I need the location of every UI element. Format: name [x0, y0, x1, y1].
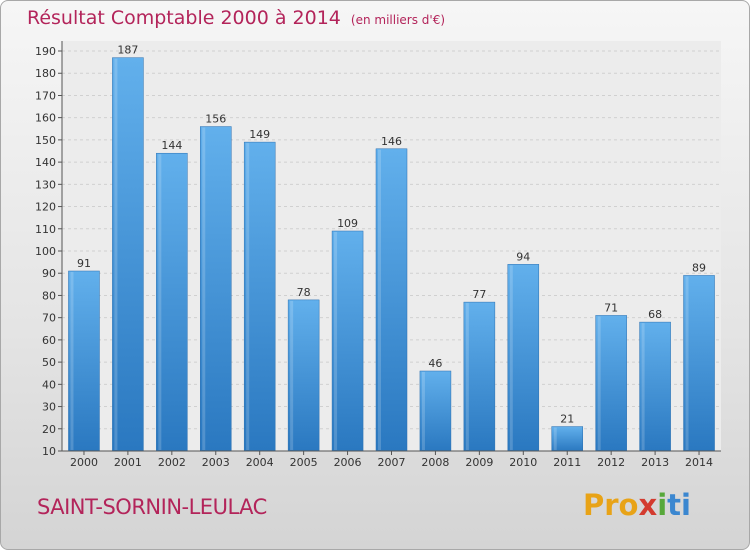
bar-2002: [156, 152, 188, 452]
data-label-2012: 71: [604, 301, 618, 314]
bar-2008: [419, 370, 452, 452]
y-tick-label: 50: [42, 356, 56, 369]
bar-highlight: [509, 265, 513, 450]
bar-highlight: [114, 58, 118, 451]
logo-part: ti: [667, 488, 691, 522]
data-label-2004: 149: [249, 128, 270, 141]
x-tick-label-2002: 2002: [158, 456, 186, 469]
y-tick-label: 190: [35, 45, 56, 58]
y-tick-label: 130: [35, 178, 56, 191]
x-tick-label-2013: 2013: [641, 456, 669, 469]
data-label-2003: 156: [205, 113, 226, 126]
x-tick-label-2003: 2003: [202, 456, 230, 469]
y-tick-label: 110: [35, 223, 56, 236]
x-tick-label-2007: 2007: [378, 456, 406, 469]
x-tick-label-2004: 2004: [246, 456, 274, 469]
logo-part: i: [657, 488, 668, 522]
bar-2012: [595, 315, 627, 452]
bar-2010: [507, 264, 540, 452]
bar-highlight: [70, 272, 74, 450]
x-tick-label-2006: 2006: [334, 456, 362, 469]
axes: 10 20 30 40 50 60 70 80 90 100 110 120 130 140 150 160 1…: [35, 41, 721, 469]
y-tick-label: 80: [42, 289, 56, 302]
x-tick-label-2009: 2009: [465, 456, 493, 469]
bar-highlight: [378, 149, 381, 450]
y-tick-label: 90: [42, 267, 56, 280]
x-tick-label-2012: 2012: [597, 456, 625, 469]
bar-2003: [200, 126, 232, 452]
x-tick-label-2010: 2010: [509, 456, 537, 469]
x-tick-label-2001: 2001: [114, 456, 142, 469]
bar-2013: [639, 321, 671, 452]
data-label-2000: 91: [77, 257, 91, 270]
bar-2005: [287, 299, 320, 452]
y-tick-label: 30: [42, 401, 56, 414]
logo-part: Pro: [583, 488, 639, 522]
data-label-2006: 109: [337, 217, 358, 230]
y-tick-label: 160: [35, 112, 56, 125]
y-tick-label: 150: [35, 134, 56, 147]
bar-highlight: [597, 316, 601, 450]
bar-highlight: [465, 303, 469, 450]
bar-highlight: [334, 232, 338, 450]
bar-highlight: [202, 127, 206, 451]
data-label-2011: 21: [560, 413, 574, 426]
data-label-2005: 78: [297, 286, 311, 299]
y-tick-label: 120: [35, 201, 56, 214]
logo-part: x: [638, 488, 658, 522]
x-tick-label-2014: 2014: [685, 456, 713, 469]
y-tick-label: 180: [35, 67, 56, 80]
bar-highlight: [641, 323, 645, 450]
y-tick-label: 70: [42, 312, 56, 325]
x-tick-label-2000: 2000: [70, 456, 98, 469]
proxiti-logo: Proxiti: [583, 488, 691, 522]
bar-2001: [112, 57, 144, 452]
y-tick-label: 170: [35, 89, 56, 102]
bar-2009: [463, 301, 496, 452]
bar-highlight: [421, 372, 425, 450]
y-tick-label: 60: [42, 334, 56, 347]
data-label-2007: 146: [381, 135, 402, 148]
bar-highlight: [158, 154, 162, 450]
bar-2014: [683, 275, 715, 452]
unit-label: (en milliers d'€): [350, 13, 446, 27]
bar-2007: [375, 148, 408, 452]
data-label-2014: 89: [692, 261, 706, 274]
bar-highlight: [290, 300, 294, 450]
bar-2011: [551, 426, 583, 452]
commune-name: SAINT-SORNIN-LEULAC: [37, 495, 267, 519]
bar-2006: [331, 230, 364, 452]
bars: 91 187 144 156 149 78 109 146 46 77 94 21 71 68 89: [68, 44, 715, 452]
data-label-2008: 46: [428, 357, 442, 370]
x-tick-label-2005: 2005: [290, 456, 318, 469]
y-tick-label: 20: [42, 423, 56, 436]
x-tick-label-2008: 2008: [421, 456, 449, 469]
title-text: Résultat Comptable 2000 à 2014: [27, 7, 341, 29]
x-tick-label-2011: 2011: [553, 456, 581, 469]
y-tick-label: 40: [42, 378, 56, 391]
data-label-2001: 187: [117, 44, 138, 57]
bar-2004: [243, 141, 276, 452]
data-label-2009: 77: [472, 288, 486, 301]
data-label-2013: 68: [648, 308, 662, 321]
bar-highlight: [553, 427, 557, 450]
data-label-2010: 94: [516, 250, 530, 263]
bar-2000: [68, 270, 100, 452]
chart-title: Résultat Comptable 2000 à 2014 (en millie…: [27, 7, 445, 29]
y-tick-label: 10: [42, 445, 56, 458]
bar-highlight: [685, 276, 689, 450]
y-tick-label: 100: [35, 245, 56, 258]
data-label-2002: 144: [161, 139, 182, 152]
y-tick-label: 140: [35, 156, 56, 169]
bar-highlight: [246, 143, 250, 450]
